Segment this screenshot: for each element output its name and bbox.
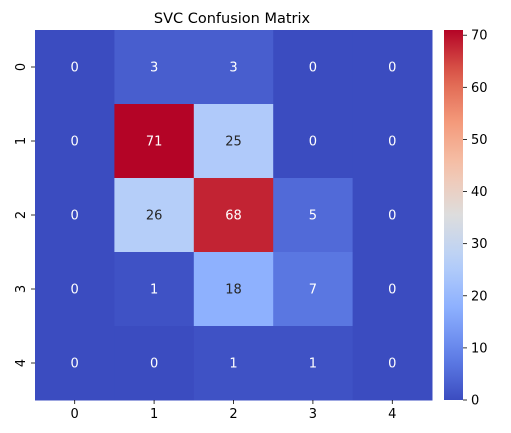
cell-value-label: 3	[229, 61, 237, 76]
cell-value-label: 1	[309, 357, 317, 372]
y-tick-label: 0	[14, 63, 29, 71]
cell-value-label: 0	[388, 61, 396, 76]
x-tick-label: 1	[150, 407, 158, 422]
colorbar-tick-label: 60	[471, 81, 488, 96]
x-tick-label: 0	[71, 407, 79, 422]
y-tick-label: 2	[14, 211, 29, 219]
y-tick-label: 4	[14, 359, 29, 367]
cell-value-label: 0	[71, 209, 79, 224]
y-tick-label: 3	[14, 285, 29, 293]
colorbar-tick-label: 30	[471, 237, 488, 252]
cell-value-label: 3	[150, 61, 158, 76]
heatmap-cells: 0 3 3 0 0 0 71 25 0 0 0 26 68 5 0 0 1 18 7 0 0 0 1 1 0	[35, 30, 433, 401]
cell-value-label: 0	[388, 283, 396, 298]
x-axis: 0 1 2 3 4	[71, 400, 397, 422]
cell-value-label: 0	[71, 135, 79, 150]
colorbar-tick-label: 40	[471, 185, 488, 200]
colorbar-tick-label: 10	[471, 341, 488, 356]
colorbar-tick-label: 0	[471, 394, 479, 409]
cell-value-label: 0	[388, 209, 396, 224]
colorbar-gradient	[444, 30, 463, 400]
colorbar: 0 10 20 30 40 50 60 70	[444, 29, 488, 409]
x-tick-label: 4	[388, 407, 396, 422]
cell-value-label: 71	[146, 135, 163, 150]
cell-value-label: 0	[71, 283, 79, 298]
cell-value-label: 0	[388, 135, 396, 150]
x-tick-label: 2	[229, 407, 237, 422]
cell-value-label: 0	[71, 61, 79, 76]
cell-value-label: 1	[229, 357, 237, 372]
cell-value-label: 0	[150, 357, 158, 372]
cell-value-label: 0	[309, 135, 317, 150]
cell-value-label: 1	[150, 283, 158, 298]
y-axis: 0 1 2 3 4	[14, 63, 35, 367]
cell-value-label: 18	[225, 283, 242, 298]
cell-value-label: 0	[309, 61, 317, 76]
cell-value-label: 68	[225, 209, 242, 224]
y-tick-label: 1	[14, 137, 29, 145]
colorbar-tick-label: 50	[471, 133, 488, 148]
cell-value-label: 26	[146, 209, 163, 224]
cell-value-label: 25	[225, 135, 242, 150]
chart-title: SVC Confusion Matrix	[154, 11, 311, 27]
cell-value-label: 7	[309, 283, 317, 298]
cell-value-label: 0	[388, 357, 396, 372]
cell-value-label: 0	[71, 357, 79, 372]
colorbar-tick-label: 20	[471, 289, 488, 304]
x-tick-label: 3	[309, 407, 317, 422]
cell-value-label: 5	[309, 209, 317, 224]
colorbar-tick-label: 70	[471, 29, 488, 44]
